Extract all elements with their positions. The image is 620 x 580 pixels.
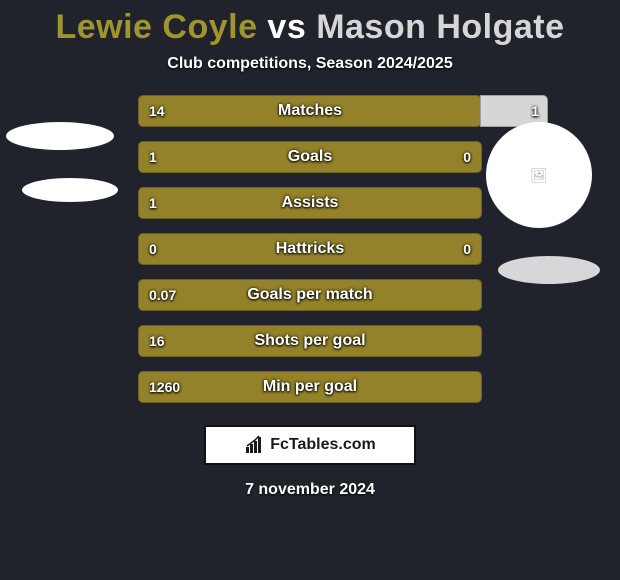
stat-row: 1 Assists: [138, 187, 482, 219]
stat-label: Shots per goal: [254, 332, 365, 350]
player2-name: Mason Holgate: [316, 8, 564, 46]
stat-row: 1 Goals 0: [138, 141, 482, 173]
vs-text: vs: [257, 8, 316, 46]
broken-image-icon: 🖼: [530, 167, 548, 184]
stat-left-value: 1260: [149, 379, 180, 395]
stat-left-value: 14: [149, 103, 165, 119]
stat-row: 1260 Min per goal: [138, 371, 482, 403]
stat-row: 16 Shots per goal: [138, 325, 482, 357]
stat-right-value: 1: [531, 103, 539, 119]
stat-label: Matches: [278, 102, 342, 120]
stat-left-value: 1: [149, 149, 157, 165]
player-avatar: 🖼: [486, 122, 592, 228]
infographic-container: Lewie Coyle vs Mason Holgate Club compet…: [0, 0, 620, 580]
player1-name: Lewie Coyle: [55, 8, 257, 46]
source-badge: FcTables.com: [204, 425, 416, 465]
decorative-ellipse: [22, 178, 118, 202]
stat-label: Min per goal: [263, 378, 357, 396]
stat-left-value: 0.07: [149, 287, 176, 303]
chart-icon: [244, 435, 264, 455]
stat-label: Hattricks: [276, 240, 344, 258]
badge-text: FcTables.com: [270, 436, 376, 454]
stat-label: Goals: [288, 148, 332, 166]
stat-row: 0.07 Goals per match: [138, 279, 482, 311]
decorative-ellipse: [6, 122, 114, 150]
stat-right-value: 0: [463, 149, 471, 165]
subtitle: Club competitions, Season 2024/2025: [167, 55, 452, 73]
decorative-ellipse: [498, 256, 600, 284]
stat-label: Assists: [282, 194, 339, 212]
stats-rows: 14Matches11Goals01Assists0Hattricks00.07…: [138, 95, 482, 403]
stat-label: Goals per match: [247, 286, 372, 304]
stat-row: 14Matches1: [138, 95, 482, 127]
stat-left-value: 1: [149, 195, 157, 211]
infographic-date: 7 november 2024: [245, 481, 375, 499]
stat-right-value: 0: [463, 241, 471, 257]
stat-left-value: 0: [149, 241, 157, 257]
stat-row: 0 Hattricks 0: [138, 233, 482, 265]
page-title: Lewie Coyle vs Mason Holgate: [55, 8, 564, 47]
stat-left-value: 16: [149, 333, 165, 349]
